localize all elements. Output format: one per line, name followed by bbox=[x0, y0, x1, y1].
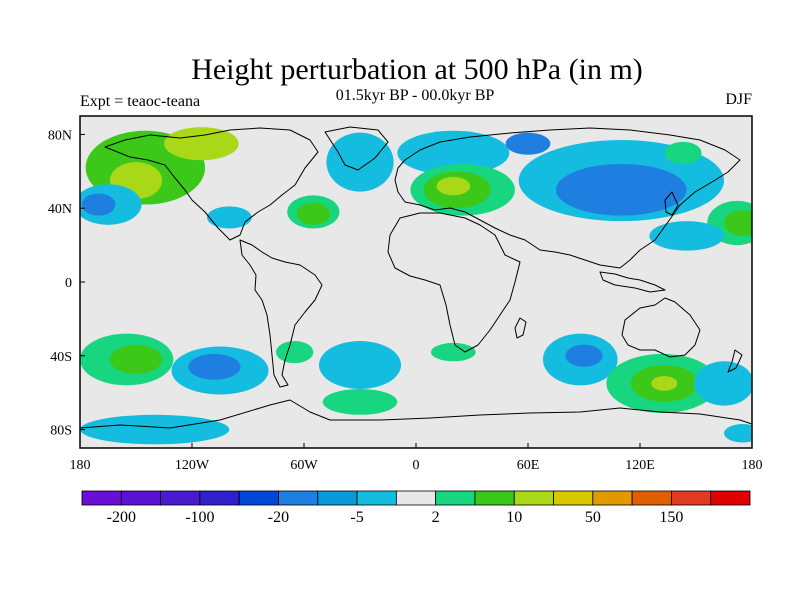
coast-greenland bbox=[324, 126, 389, 171]
colorbar-label: 150 bbox=[659, 509, 683, 526]
colorbar-box-2 bbox=[160, 490, 201, 506]
field-region-27 bbox=[430, 342, 476, 362]
lon-tick-label: 60W bbox=[290, 458, 318, 473]
field-region-18 bbox=[664, 141, 702, 164]
lat-tick-label: 80S bbox=[50, 424, 72, 439]
colorbar-box-6 bbox=[317, 490, 358, 506]
lon-tick-label: 60E bbox=[517, 458, 540, 473]
coastlines bbox=[80, 126, 752, 429]
field-region-29 bbox=[565, 344, 603, 367]
field-region-15 bbox=[505, 132, 551, 155]
colorbar-box-15 bbox=[671, 490, 712, 506]
field-region-7 bbox=[296, 202, 331, 225]
colorbar-box-9 bbox=[435, 490, 476, 506]
plot-title: Height perturbation at 500 hPa (in m) bbox=[191, 53, 643, 86]
colorbar-label: 50 bbox=[585, 509, 601, 526]
colorbar-box-1 bbox=[120, 490, 161, 506]
field-region-25 bbox=[276, 341, 314, 364]
field-region-17 bbox=[724, 210, 752, 236]
lon-tick-label: 0 bbox=[413, 458, 420, 473]
colorbar-box-12 bbox=[553, 490, 594, 506]
colorbar-label: -5 bbox=[350, 509, 363, 526]
season-label: DJF bbox=[725, 91, 752, 108]
coast-new-zealand bbox=[727, 349, 743, 373]
colorbar-box-16 bbox=[710, 490, 751, 506]
colorbar-box-11 bbox=[513, 490, 554, 506]
colorbar-box-10 bbox=[474, 490, 515, 506]
colorbar-label: -20 bbox=[268, 509, 289, 526]
lat-tick-label: 80N bbox=[48, 128, 72, 143]
coast-south-america bbox=[239, 239, 323, 388]
lat-tick-label: 40S bbox=[50, 350, 72, 365]
colorbar-box-4 bbox=[238, 490, 279, 506]
colorbar: -200 -100 -20 -5 2 10 50 150 bbox=[81, 490, 751, 526]
lon-tick-label: 120E bbox=[625, 458, 655, 473]
lat-tick-label: 0 bbox=[65, 276, 72, 291]
field-region-8 bbox=[326, 132, 394, 192]
lon-tick-label: 180 bbox=[742, 458, 763, 473]
coast-australia bbox=[621, 297, 701, 358]
field-region-12 bbox=[436, 176, 471, 196]
colorbar-label: 2 bbox=[432, 509, 440, 526]
colorbar-label: -200 bbox=[107, 509, 136, 526]
field-region-26 bbox=[322, 388, 398, 415]
colorbar-box-7 bbox=[356, 490, 397, 506]
colorbar-box-3 bbox=[199, 490, 240, 506]
field-region-35 bbox=[724, 424, 752, 443]
coast-madagascar bbox=[514, 317, 527, 339]
field-region-14 bbox=[556, 163, 687, 216]
field-region-24 bbox=[318, 341, 402, 389]
plot-subtitle: 01.5kyr BP - 00.0kyr BP bbox=[335, 87, 495, 104]
lat-tick-label: 40N bbox=[48, 202, 72, 217]
colorbar-label: 10 bbox=[506, 509, 522, 526]
coast-japan bbox=[664, 191, 679, 216]
field-region-19 bbox=[649, 221, 725, 251]
experiment-label: Expt = teaoc-teana bbox=[80, 93, 201, 110]
field-region-2 bbox=[164, 127, 239, 161]
field-region-9 bbox=[397, 130, 510, 176]
coast-africa bbox=[387, 212, 521, 353]
field-region-21 bbox=[109, 344, 163, 375]
field-region-32 bbox=[651, 376, 678, 391]
latitude-axis: 80N 40N 0 40S 80S bbox=[48, 128, 85, 439]
coast-antarctica bbox=[80, 399, 752, 429]
lon-tick-label: 180 bbox=[70, 458, 91, 473]
field-region-23 bbox=[188, 353, 241, 380]
colorbar-label: -100 bbox=[185, 509, 214, 526]
field-contours bbox=[80, 127, 752, 445]
colorbar-box-8 bbox=[395, 490, 437, 506]
lon-tick-label: 120W bbox=[175, 458, 210, 473]
coast-north-america bbox=[104, 127, 319, 241]
field-region-5 bbox=[206, 206, 252, 229]
field-region-34 bbox=[80, 414, 230, 445]
coast-eurasia bbox=[394, 127, 741, 269]
field-region-33 bbox=[694, 361, 752, 406]
longitude-axis: 180 120W 60W 0 60E 120E 180 bbox=[70, 443, 763, 473]
colorbar-box-14 bbox=[631, 490, 672, 506]
coast-indonesia bbox=[599, 271, 666, 293]
colorbar-box-0 bbox=[81, 490, 122, 506]
colorbar-box-13 bbox=[592, 490, 633, 506]
colorbar-box-5 bbox=[278, 490, 319, 506]
field-region-4 bbox=[81, 193, 116, 216]
